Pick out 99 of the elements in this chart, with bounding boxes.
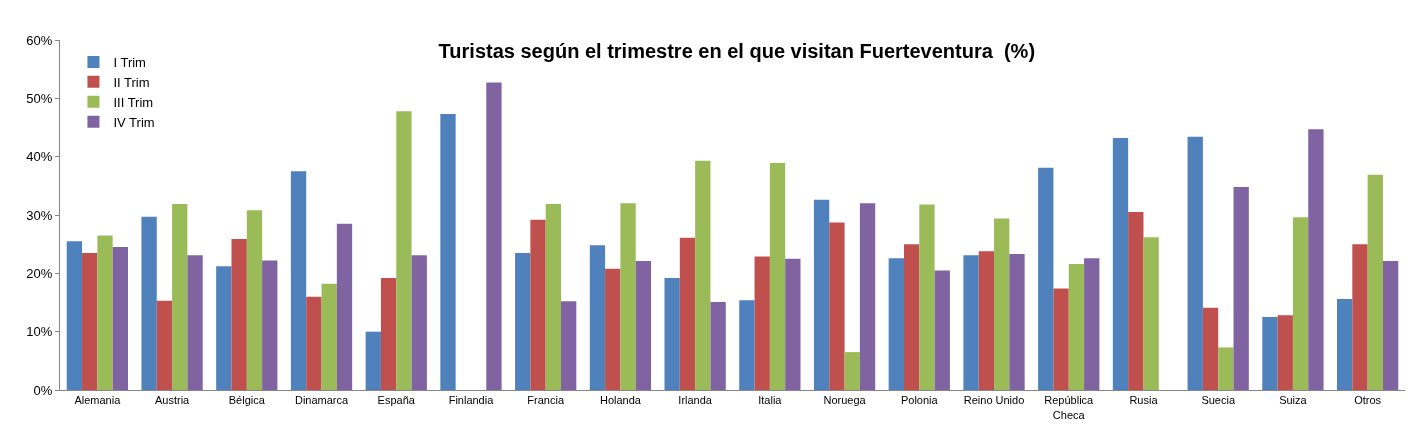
bar bbox=[679, 237, 696, 390]
bar bbox=[1187, 136, 1203, 390]
y-tick-label: 40% bbox=[26, 149, 53, 165]
legend-label: II Trim bbox=[113, 74, 150, 90]
bar bbox=[785, 258, 801, 390]
bar bbox=[262, 260, 278, 390]
x-tick-label: Suecia bbox=[1201, 394, 1236, 407]
bar bbox=[1292, 217, 1309, 390]
bar bbox=[530, 219, 546, 390]
bar bbox=[156, 300, 173, 390]
x-tick-label: Otros bbox=[1354, 394, 1382, 407]
bar bbox=[82, 252, 98, 390]
bar bbox=[246, 210, 263, 390]
bar bbox=[216, 266, 232, 390]
x-tick-label: Dinamarca bbox=[294, 394, 349, 407]
bar bbox=[112, 247, 128, 390]
x-tick-label: Suiza bbox=[1279, 394, 1308, 407]
bar bbox=[1068, 264, 1085, 390]
bar bbox=[635, 261, 652, 390]
bar bbox=[605, 268, 621, 390]
bar bbox=[844, 352, 860, 390]
bar bbox=[1202, 307, 1219, 390]
bar bbox=[1009, 254, 1025, 390]
bar bbox=[1233, 187, 1249, 390]
legend-label: IV Trim bbox=[113, 114, 155, 130]
bar bbox=[994, 218, 1010, 390]
x-tick-label: Holanda bbox=[599, 394, 642, 407]
bar bbox=[934, 270, 950, 390]
bar bbox=[231, 238, 247, 390]
x-tick-label: Rusia bbox=[1129, 394, 1159, 407]
legend-label: I Trim bbox=[113, 55, 146, 71]
bar bbox=[545, 203, 562, 390]
bar bbox=[1367, 174, 1383, 390]
bar bbox=[813, 199, 830, 390]
x-tick-label: Polonia bbox=[900, 394, 939, 407]
bar bbox=[1277, 315, 1293, 390]
bar bbox=[919, 204, 935, 390]
bar bbox=[306, 296, 322, 390]
x-tick-label: Alemania bbox=[74, 394, 122, 407]
bar bbox=[1337, 299, 1353, 390]
bar bbox=[1128, 212, 1144, 390]
bar bbox=[1084, 258, 1100, 390]
bar bbox=[859, 203, 876, 390]
bar bbox=[1112, 138, 1129, 390]
y-tick-label: 20% bbox=[26, 265, 53, 281]
y-tick-label: 30% bbox=[26, 207, 53, 223]
x-tick-label: Bélgica bbox=[228, 394, 266, 407]
y-tick-label: 60% bbox=[26, 32, 53, 48]
x-tick-label: España bbox=[377, 394, 416, 407]
x-tick-label: Finlandia bbox=[448, 394, 495, 407]
y-tick-label: 0% bbox=[33, 382, 53, 398]
x-tick-label: Austria bbox=[154, 394, 191, 407]
bar bbox=[365, 331, 381, 390]
bar bbox=[710, 301, 726, 390]
bar bbox=[172, 203, 188, 390]
y-tick-label: 50% bbox=[26, 90, 53, 106]
bar bbox=[561, 301, 577, 390]
x-tick-label: Reino Unido bbox=[963, 394, 1025, 407]
bar bbox=[141, 216, 157, 390]
x-tick-label: Noruega bbox=[823, 394, 867, 407]
x-tick-label: Irlanda bbox=[678, 394, 713, 407]
bar bbox=[589, 245, 606, 390]
bar bbox=[829, 222, 845, 390]
bar bbox=[66, 241, 83, 390]
x-tick-label: Francia bbox=[527, 394, 565, 407]
bar bbox=[1143, 237, 1159, 390]
bar bbox=[290, 171, 307, 390]
bar bbox=[1262, 317, 1278, 390]
y-tick-label: 10% bbox=[26, 324, 53, 340]
bar bbox=[888, 258, 904, 390]
bar bbox=[380, 278, 397, 390]
bar bbox=[411, 255, 427, 390]
bar bbox=[396, 111, 412, 390]
bar bbox=[1218, 347, 1234, 390]
bar bbox=[695, 160, 711, 390]
bar bbox=[754, 256, 770, 390]
bar bbox=[321, 283, 337, 390]
legend-label: III Trim bbox=[113, 94, 154, 110]
bar bbox=[336, 223, 353, 390]
bar bbox=[97, 235, 113, 390]
bar bbox=[978, 251, 995, 390]
bar bbox=[1053, 288, 1069, 390]
bar bbox=[515, 252, 531, 390]
bar bbox=[903, 244, 920, 390]
x-tick-label: Italia bbox=[758, 394, 783, 407]
bar bbox=[1038, 167, 1054, 390]
bar bbox=[620, 203, 636, 390]
bar bbox=[1382, 261, 1399, 390]
x-tick-label: República Checa bbox=[1044, 394, 1095, 421]
bar bbox=[187, 255, 203, 390]
bar bbox=[963, 255, 979, 390]
bar bbox=[1352, 244, 1368, 390]
bar bbox=[739, 300, 755, 390]
bar bbox=[486, 82, 502, 390]
chart-title: Turistas según el trimestre en el que visitan Fuerteventura (%) bbox=[438, 39, 1036, 62]
bar bbox=[664, 278, 680, 390]
bar bbox=[440, 114, 456, 390]
bar bbox=[769, 163, 786, 390]
bar bbox=[1308, 129, 1324, 390]
